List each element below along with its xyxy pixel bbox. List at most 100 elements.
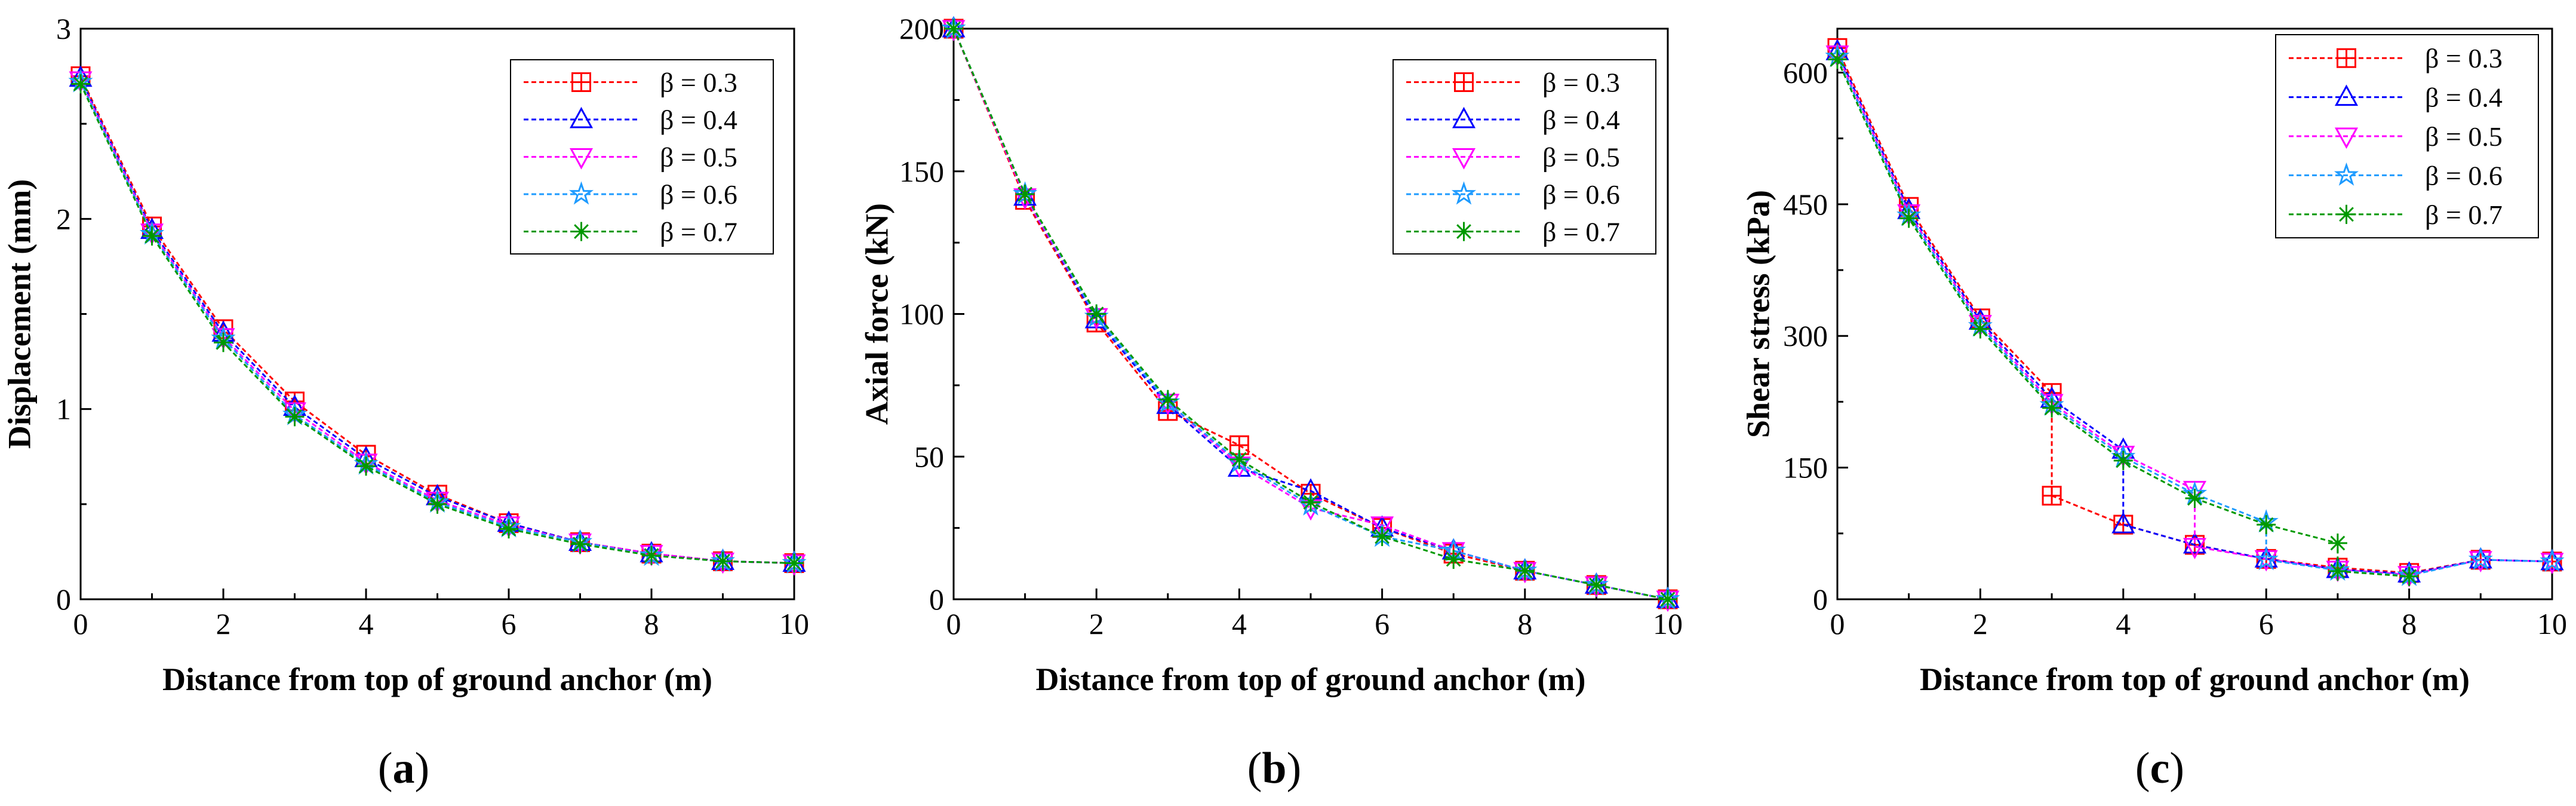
- x-tick-label: 0: [946, 607, 961, 640]
- data-point: [1971, 319, 1990, 339]
- legend: β = 0.3 β = 0.4 β = 0.5 β = 0.6 β = 0.7: [1392, 59, 1656, 255]
- series-4: [1828, 50, 2419, 586]
- data-point: [2111, 511, 2135, 534]
- x-tick-label: 10: [779, 607, 809, 640]
- series-line: [1836, 51, 2553, 575]
- legend-label: β = 0.4: [660, 105, 737, 135]
- legend: β = 0.3 β = 0.4 β = 0.5 β = 0.6 β = 0.7: [2275, 34, 2539, 238]
- y-axis-title: Axial force (kN): [859, 203, 894, 425]
- legend-label: β = 0.3: [660, 68, 737, 98]
- legend-label: β = 0.3: [2425, 43, 2503, 73]
- data-point: [142, 226, 162, 246]
- legend-marker: [1451, 181, 1477, 205]
- legend-marker: [1452, 106, 1476, 128]
- data-point: [2042, 486, 2062, 506]
- caption-close: ): [2169, 744, 2184, 793]
- legend-label: β = 0.5: [1542, 142, 1620, 173]
- legend: β = 0.3 β = 0.4 β = 0.5 β = 0.6 β = 0.7: [510, 59, 774, 255]
- data-point: [2469, 547, 2492, 569]
- y-tick-label: 1: [56, 393, 71, 426]
- data-point: [785, 553, 804, 573]
- series-line: [1836, 59, 2409, 578]
- caption-open: (: [1247, 744, 1262, 793]
- legend-marker: [1454, 222, 1474, 241]
- caption-open: (: [2135, 744, 2150, 793]
- legend-label: β = 0.5: [660, 142, 737, 173]
- series-line: [79, 79, 795, 564]
- x-tick-label: 2: [1089, 607, 1104, 640]
- data-point: [2328, 533, 2347, 553]
- data-point: [1370, 516, 1394, 538]
- x-tick-label: 8: [1517, 607, 1532, 640]
- panel-caption: (c): [2135, 744, 2184, 793]
- y-tick-label: 2: [56, 202, 71, 235]
- caption-close: ): [1287, 744, 1302, 793]
- legend-marker: [1454, 72, 1474, 92]
- y-tick-label: 450: [1783, 188, 1828, 221]
- data-point: [2185, 489, 2205, 508]
- x-tick-label: 2: [1973, 607, 1988, 640]
- y-tick-label: 3: [56, 12, 71, 45]
- data-point: [1229, 450, 1249, 470]
- y-tick-label: 150: [899, 155, 944, 188]
- legend-marker: [2334, 127, 2359, 149]
- data-point: [1515, 561, 1535, 581]
- x-tick-label: 0: [73, 607, 88, 640]
- x-axis-title: Distance from top of ground anchor (m): [162, 661, 712, 697]
- legend-marker: [571, 222, 591, 241]
- data-point: [2540, 548, 2565, 572]
- y-tick-label: 0: [929, 583, 944, 616]
- legend-label: β = 0.7: [1542, 217, 1620, 247]
- legend-label: β = 0.6: [660, 179, 737, 210]
- legend-label: β = 0.6: [2425, 160, 2503, 191]
- y-tick-label: 0: [56, 583, 71, 616]
- y-axis-title: Shear stress (kPa): [1740, 190, 1776, 438]
- data-point: [2257, 515, 2276, 535]
- y-tick-label: 100: [899, 298, 944, 331]
- legend-label: β = 0.4: [2425, 82, 2503, 113]
- data-point: [1587, 575, 1606, 595]
- data-point: [1015, 184, 1035, 204]
- data-point: [214, 333, 233, 353]
- data-point: [1658, 590, 1677, 609]
- legend-marker: [2337, 48, 2356, 68]
- data-point: [570, 534, 590, 554]
- x-tick-label: 10: [1653, 607, 1683, 640]
- data-point: [713, 551, 733, 571]
- x-tick-label: 10: [2537, 607, 2567, 640]
- data-point: [2540, 548, 2564, 571]
- x-tick-label: 4: [1232, 607, 1247, 640]
- data-point: [1087, 304, 1106, 324]
- data-point: [428, 494, 447, 514]
- data-point: [1899, 209, 1919, 228]
- data-point: [2399, 566, 2419, 586]
- x-axis-title: Distance from top of ground anchor (m): [1920, 661, 2470, 697]
- legend-marker: [2334, 84, 2359, 106]
- data-point: [642, 545, 661, 565]
- x-axis-title: Distance from top of ground anchor (m): [1036, 661, 1586, 697]
- data-point: [356, 456, 376, 476]
- data-point: [2254, 547, 2279, 571]
- data-point: [285, 407, 305, 427]
- legend-label: β = 0.4: [1542, 105, 1620, 135]
- y-axis-title: Displacement (mm): [1, 179, 37, 449]
- data-point: [2113, 450, 2133, 470]
- legend-label: β = 0.7: [660, 217, 737, 247]
- x-tick-label: 4: [2116, 607, 2131, 640]
- legend-marker: [2334, 162, 2359, 186]
- data-point: [944, 19, 963, 38]
- y-tick-label: 600: [1783, 56, 1828, 89]
- y-tick-label: 50: [914, 440, 944, 473]
- x-tick-label: 2: [216, 607, 231, 640]
- legend-label: β = 0.7: [2425, 200, 2503, 230]
- series-4: [71, 74, 804, 573]
- data-point: [1828, 50, 1847, 69]
- x-tick-label: 0: [1830, 607, 1845, 640]
- y-tick-label: 300: [1783, 319, 1828, 353]
- legend-marker: [571, 72, 591, 92]
- data-point: [71, 74, 90, 94]
- x-tick-label: 8: [2402, 607, 2417, 640]
- data-point: [2468, 547, 2493, 571]
- caption-letter: a: [393, 744, 415, 793]
